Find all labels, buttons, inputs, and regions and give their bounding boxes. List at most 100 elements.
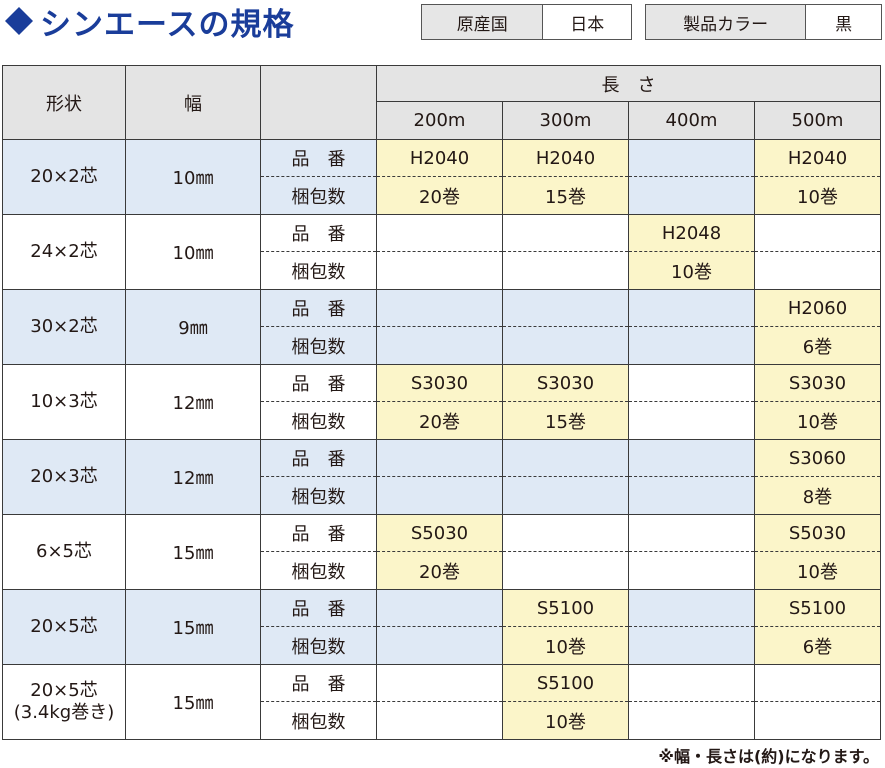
part-number-cell — [376, 439, 503, 477]
shape-value: 30×2芯 — [30, 316, 98, 338]
header-length-400: 400m — [628, 101, 755, 140]
shape-cell: 20×3芯 — [2, 439, 126, 515]
pack-count-cell: 20巻 — [376, 401, 503, 440]
pack-count-label: 梱包数 — [260, 476, 377, 515]
part-number-cell: S3030 — [376, 364, 503, 402]
part-number-cell: H2040 — [754, 139, 881, 177]
width-value: 12㎜ — [125, 364, 261, 440]
pack-count-cell — [502, 551, 629, 590]
pack-count-cell — [502, 326, 629, 365]
part-number-cell: H2040 — [502, 139, 629, 177]
part-number-cell: S5100 — [502, 589, 629, 627]
width-value: 10㎜ — [125, 139, 261, 215]
part-number-cell: S3030 — [754, 364, 881, 402]
part-number-cell — [754, 664, 881, 702]
pack-count-cell — [376, 626, 503, 665]
pack-count-cell — [754, 701, 881, 740]
pack-count-label: 梱包数 — [260, 251, 377, 290]
color-value: 黒 — [806, 5, 881, 39]
pack-count-cell: 15巻 — [502, 401, 629, 440]
shape-cell: 20×5芯 — [2, 589, 126, 665]
shape-value: 10×3芯 — [30, 391, 98, 413]
pack-count-cell — [502, 476, 629, 515]
pack-count-cell — [628, 551, 755, 590]
pack-count-cell — [628, 701, 755, 740]
part-number-label: 品 番 — [260, 214, 377, 252]
part-number-label: 品 番 — [260, 364, 377, 402]
pack-count-cell — [502, 251, 629, 290]
part-number-cell — [628, 439, 755, 477]
width-value: 10㎜ — [125, 214, 261, 290]
pack-count-label: 梱包数 — [260, 551, 377, 590]
pack-count-cell — [376, 251, 503, 290]
width-value: 15㎜ — [125, 589, 261, 665]
shape-cell: 20×2芯 — [2, 139, 126, 215]
pack-count-cell: 10巻 — [754, 551, 881, 590]
part-number-label: 品 番 — [260, 439, 377, 477]
pack-count-label: 梱包数 — [260, 176, 377, 215]
width-value: 9㎜ — [125, 289, 261, 365]
header-length-500: 500m — [754, 101, 881, 140]
part-number-cell — [376, 289, 503, 327]
part-number-cell — [628, 514, 755, 552]
shape-value: 20×5芯 — [30, 680, 98, 702]
shape-value: 20×2芯 — [30, 166, 98, 188]
part-number-cell — [754, 214, 881, 252]
pack-count-label: 梱包数 — [260, 401, 377, 440]
part-number-cell — [628, 289, 755, 327]
part-number-cell: H2040 — [376, 139, 503, 177]
origin-value: 日本 — [543, 5, 631, 39]
pack-count-label: 梱包数 — [260, 326, 377, 365]
width-value: 15㎜ — [125, 664, 261, 740]
part-number-cell: S5030 — [754, 514, 881, 552]
shape-value: 20×5芯 — [30, 616, 98, 638]
pack-count-cell: 20巻 — [376, 551, 503, 590]
pack-count-cell — [754, 251, 881, 290]
part-number-cell — [502, 439, 629, 477]
pack-count-cell — [628, 176, 755, 215]
part-number-cell — [628, 589, 755, 627]
header-length-300: 300m — [502, 101, 629, 140]
part-number-cell — [376, 214, 503, 252]
shape-value: 24×2芯 — [30, 241, 98, 263]
pack-count-cell: 20巻 — [376, 176, 503, 215]
shape-cell: 10×3芯 — [2, 364, 126, 440]
pack-count-cell: 6巻 — [754, 626, 881, 665]
pack-count-cell — [628, 626, 755, 665]
color-label: 製品カラー — [646, 5, 807, 39]
pack-count-cell — [376, 476, 503, 515]
header-blank — [260, 65, 377, 140]
pack-count-cell — [628, 401, 755, 440]
pack-count-label: 梱包数 — [260, 626, 377, 665]
pack-count-cell — [628, 326, 755, 365]
pack-count-cell: 10巻 — [502, 701, 629, 740]
shape-cell: 6×5芯 — [2, 514, 126, 590]
width-value: 12㎜ — [125, 439, 261, 515]
origin-label: 原産国 — [422, 5, 544, 39]
part-number-cell: S5100 — [754, 589, 881, 627]
header-length: 長 さ — [376, 65, 881, 102]
part-number-cell: S5030 — [376, 514, 503, 552]
pack-count-cell — [376, 701, 503, 740]
page-title: シンエースの規格 — [4, 0, 294, 43]
header-shape: 形状 — [2, 65, 126, 140]
pack-count-cell: 10巻 — [754, 401, 881, 440]
part-number-label: 品 番 — [260, 514, 377, 552]
part-number-cell — [376, 664, 503, 702]
pack-count-cell — [376, 326, 503, 365]
pack-count-cell: 10巻 — [502, 626, 629, 665]
part-number-label: 品 番 — [260, 589, 377, 627]
part-number-cell — [376, 589, 503, 627]
shape-sub-value: (3.4kg巻き) — [13, 702, 115, 723]
shape-value: 20×3芯 — [30, 466, 98, 488]
shape-value: 6×5芯 — [36, 541, 92, 563]
pack-count-cell: 10巻 — [628, 251, 755, 290]
header-length-200: 200m — [376, 101, 503, 140]
part-number-cell — [628, 364, 755, 402]
pack-count-cell: 6巻 — [754, 326, 881, 365]
pack-count-cell: 15巻 — [502, 176, 629, 215]
part-number-label: 品 番 — [260, 139, 377, 177]
shape-cell: 30×2芯 — [2, 289, 126, 365]
origin-box: 原産国 日本 — [421, 4, 632, 40]
